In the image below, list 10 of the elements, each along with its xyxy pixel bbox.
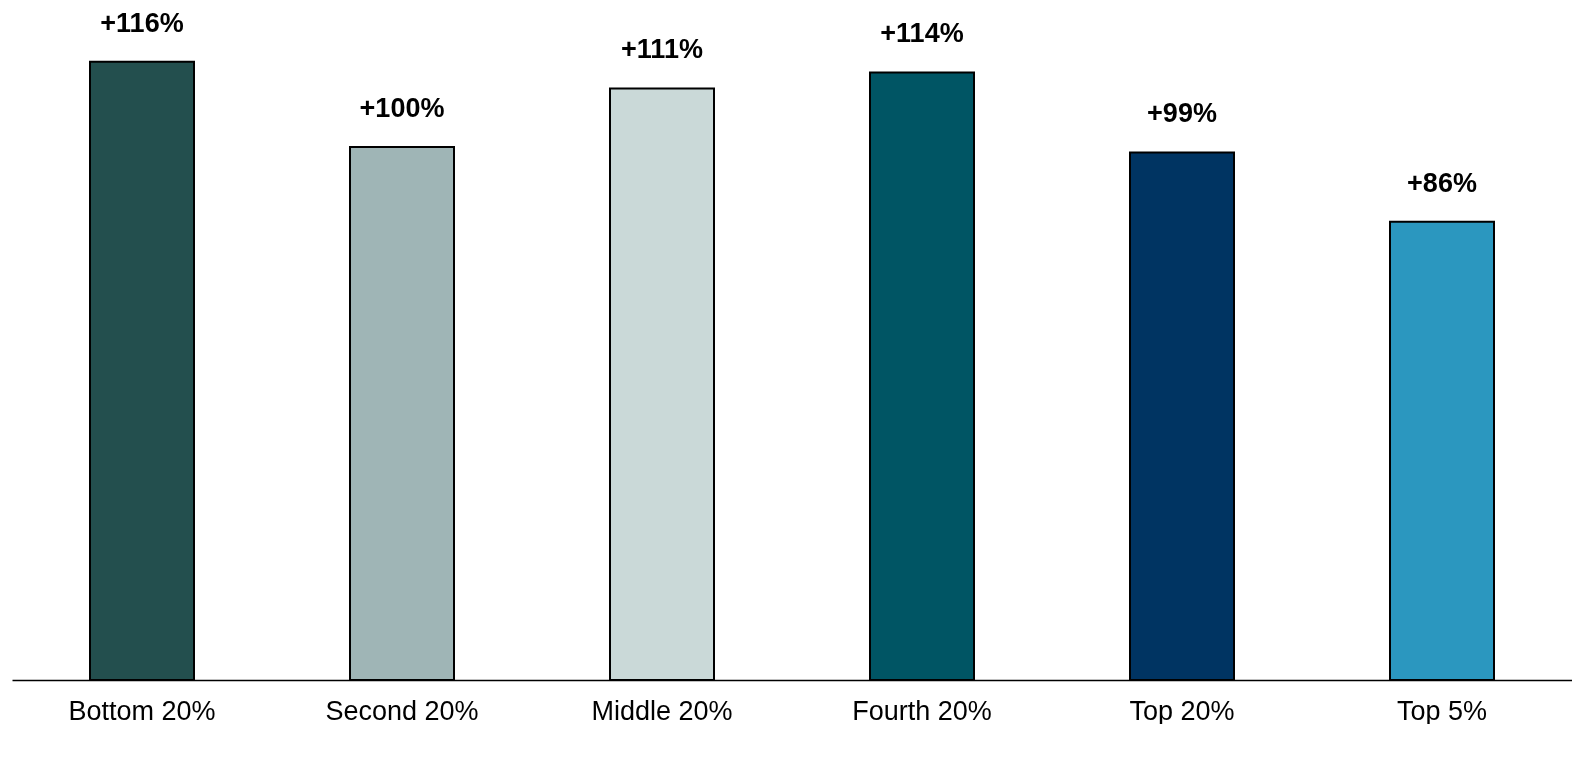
data-label: +100%	[359, 93, 445, 124]
x-tick-label: Bottom 20%	[68, 695, 216, 726]
data-label: +111%	[621, 34, 703, 65]
data-label: +99%	[1147, 98, 1217, 129]
data-label: +86%	[1407, 167, 1477, 198]
x-tick-label: Middle 20%	[591, 695, 733, 726]
data-label: +116%	[100, 7, 184, 38]
data-label: +114%	[880, 18, 964, 49]
x-tick-label: Fourth 20%	[852, 695, 992, 726]
x-tick-label: Second 20%	[325, 695, 479, 726]
